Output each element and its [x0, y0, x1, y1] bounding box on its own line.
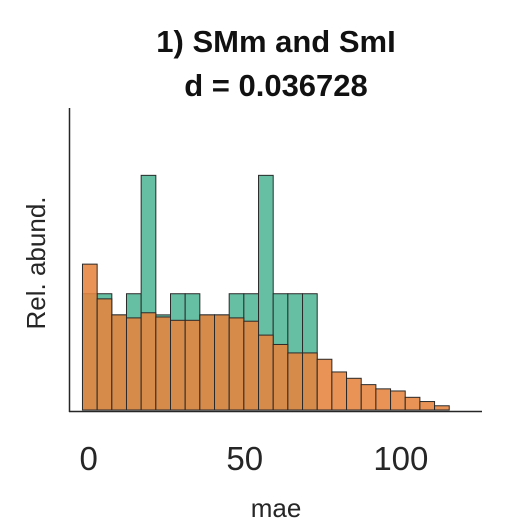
- histogram-bar-series2-bin3: [111, 314, 127, 411]
- chart-subtitle: d = 0.036728: [184, 68, 368, 103]
- chart-title: 1) SMm and SmI: [156, 24, 395, 59]
- histogram-bar-series2-bin6: [155, 316, 172, 411]
- histogram-bar-series2-bin13: [258, 334, 274, 411]
- x-axis-label: mae: [251, 493, 302, 523]
- histogram-bar-series2-bin21: [375, 388, 392, 411]
- histogram-bar-series2-bin19: [346, 377, 362, 411]
- x-tick-label: 0: [80, 440, 98, 477]
- histogram-bar-series2-bin7: [170, 319, 186, 411]
- x-tick-label: 50: [226, 440, 263, 477]
- histogram-bar-series2-bin20: [360, 384, 377, 411]
- histogram-bar-series2-bin8: [184, 319, 201, 411]
- histogram-bar-series2-bin18: [331, 371, 348, 411]
- histogram-bar-series2-bin5: [140, 312, 157, 411]
- x-tick-label: 100: [373, 440, 428, 477]
- y-axis-label: Rel. abund.: [21, 197, 51, 330]
- histogram-bars: [81, 174, 450, 411]
- histogram-bar-series2-bin2: [96, 298, 113, 411]
- histogram-bar-series2-bin10: [214, 314, 230, 411]
- histogram-bar-series2-bin24: [419, 401, 436, 411]
- histogram-bar-series2-bin16: [302, 352, 318, 411]
- histogram-bar-series2-bin4: [125, 317, 142, 411]
- histogram-bar-series2-bin17: [316, 358, 333, 411]
- histogram-bar-series2-bin23: [404, 396, 421, 411]
- histogram-bar-series2-bin9: [199, 314, 216, 411]
- histogram-bar-series2-bin1: [81, 263, 98, 411]
- histogram-bar-series2-bin12: [243, 320, 260, 411]
- histogram-bar-series2-bin15: [287, 352, 304, 411]
- histogram-bar-series2-bin11: [228, 317, 245, 411]
- x-tick-labels: 0 50 100: [80, 440, 429, 477]
- histogram-bar-series2-bin25: [434, 405, 450, 411]
- histogram-bar-series2-bin22: [390, 390, 406, 411]
- histogram-bar-series2-bin14: [272, 343, 289, 411]
